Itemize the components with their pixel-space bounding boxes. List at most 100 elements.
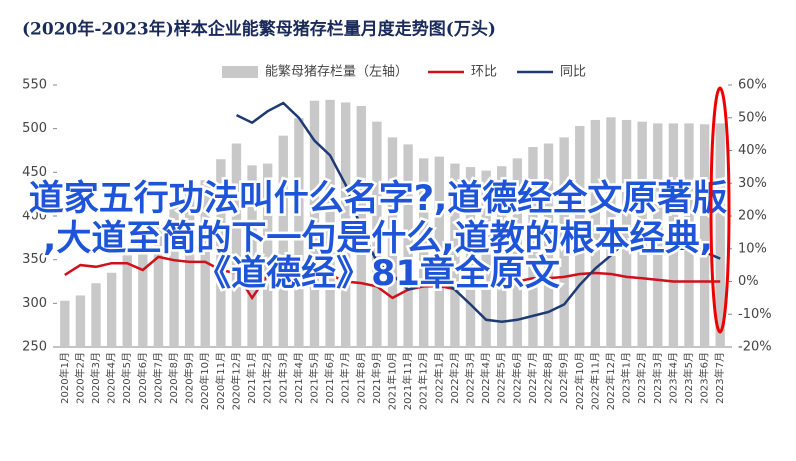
- highlight-ellipse: [709, 86, 731, 334]
- bar: [169, 207, 179, 347]
- x-tick-label: 2020年9月: [183, 352, 196, 404]
- x-tick-label: 2020年6月: [136, 352, 149, 404]
- y2-tick-label: 30%: [738, 176, 767, 191]
- x-tick-label: 2021年10月: [386, 352, 399, 410]
- y2-tick-label: 0%: [738, 274, 759, 289]
- bar: [387, 137, 398, 347]
- x-tick-label: 2023年3月: [651, 352, 664, 404]
- bar: [200, 180, 210, 347]
- bar: [450, 163, 460, 347]
- bar: [684, 123, 694, 347]
- y2-tick-label: 40%: [738, 143, 767, 158]
- y2-tick-label: -10%: [738, 307, 772, 322]
- x-tick-label: 2022年9月: [557, 352, 570, 404]
- x-tick-label: 2021年2月: [261, 352, 274, 404]
- bar: [138, 237, 148, 347]
- y-tick-label: 250: [22, 340, 47, 355]
- bar: [653, 123, 663, 347]
- x-tick-label: 2022年1月: [432, 352, 445, 404]
- bar: [216, 159, 226, 347]
- bar: [325, 99, 335, 347]
- legend-label: 环比: [471, 65, 497, 80]
- x-tick-label: 2023年6月: [698, 352, 711, 404]
- bar: [481, 170, 491, 347]
- x-tick-label: 2021年3月: [276, 352, 289, 404]
- x-tick-label: 2022年11月: [588, 352, 601, 410]
- bar: [153, 224, 164, 347]
- x-tick-label: 2021年1月: [245, 352, 258, 404]
- bar: [75, 295, 86, 347]
- bar: [543, 143, 554, 347]
- overlay-text: 道家五行功法叫什么名字?,道德经全文原著版: [29, 178, 728, 219]
- x-tick-label: 2020年1月: [58, 352, 71, 404]
- bar: [528, 147, 538, 347]
- overlay-text: 《道德经》81章全原文: [196, 253, 560, 294]
- bar: [715, 123, 725, 347]
- bar: [621, 119, 632, 347]
- bar: [60, 300, 70, 347]
- x-tick-label: 2023年4月: [666, 352, 679, 404]
- line: [64, 255, 721, 301]
- chart-title: (2020年-2023年)样本企业能繁母猪存栏量月度走势图(万头): [22, 19, 496, 40]
- bar: [637, 121, 647, 348]
- bar: [559, 137, 569, 347]
- bar: [294, 118, 304, 347]
- x-tick-label: 2022年5月: [495, 352, 508, 404]
- x-tick-label: 2020年10月: [198, 352, 211, 410]
- bar: [419, 158, 429, 347]
- x-tick-label: 2022年7月: [526, 352, 539, 404]
- bar: [590, 119, 601, 347]
- bar: [403, 144, 413, 347]
- y-tick-label: 300: [22, 296, 47, 311]
- x-tick-label: 2023年1月: [620, 352, 633, 404]
- bar: [668, 123, 679, 347]
- bar: [91, 283, 101, 347]
- bar: [434, 156, 444, 347]
- line: [235, 101, 721, 324]
- x-tick-label: 2023年7月: [713, 352, 726, 404]
- bar: [122, 255, 132, 347]
- x-tick-label: 2020年12月: [229, 352, 242, 410]
- x-tick-label: 2023年5月: [682, 352, 695, 404]
- bar: [465, 167, 476, 347]
- y2-tick-label: -20%: [738, 340, 772, 355]
- legend-label: 能繁母猪存栏量（左轴）: [265, 64, 408, 80]
- bar: [699, 124, 710, 347]
- bar: [184, 194, 195, 347]
- y-tick-label: 350: [22, 252, 47, 267]
- x-tick-label: 2020年7月: [151, 352, 164, 404]
- bar: [341, 102, 351, 347]
- x-tick-label: 2022年8月: [542, 352, 555, 404]
- x-tick-label: 2021年5月: [307, 352, 320, 404]
- x-tick-label: 2022年10月: [573, 352, 586, 410]
- overlay-text: ,大道至简的下一句是什么,道教的根本经典,: [43, 219, 713, 259]
- x-tick-label: 2021年9月: [370, 352, 383, 404]
- x-tick-label: 2023年2月: [635, 352, 648, 404]
- y2-tick-label: 20%: [738, 209, 767, 224]
- x-tick-label: 2020年5月: [120, 352, 133, 404]
- x-tick-label: 2020年4月: [105, 352, 118, 404]
- x-tick-label: 2022年4月: [479, 352, 492, 404]
- bar: [606, 117, 616, 348]
- x-tick-label: 2021年6月: [323, 352, 336, 404]
- x-tick-label: 2022年3月: [464, 352, 477, 404]
- y-tick-label: 500: [22, 121, 47, 136]
- bar: [512, 158, 523, 347]
- x-tick-label: 2020年11月: [214, 352, 227, 410]
- bar: [231, 143, 242, 347]
- x-tick-label: 2020年3月: [89, 352, 102, 404]
- y2-tick-label: 10%: [738, 241, 767, 256]
- x-tick-label: 2022年6月: [510, 352, 523, 404]
- bar: [309, 100, 320, 347]
- x-tick-label: 2022年12月: [604, 352, 617, 410]
- y-tick-label: 450: [22, 165, 47, 180]
- x-tick-label: 2021年7月: [339, 352, 352, 404]
- bar: [497, 166, 507, 347]
- bar: [575, 126, 585, 348]
- x-tick-label: 2021年12月: [417, 352, 430, 410]
- legend-label: 同比: [560, 65, 586, 80]
- y2-tick-label: 60%: [738, 78, 767, 93]
- bar: [262, 163, 273, 347]
- bar: [247, 165, 257, 347]
